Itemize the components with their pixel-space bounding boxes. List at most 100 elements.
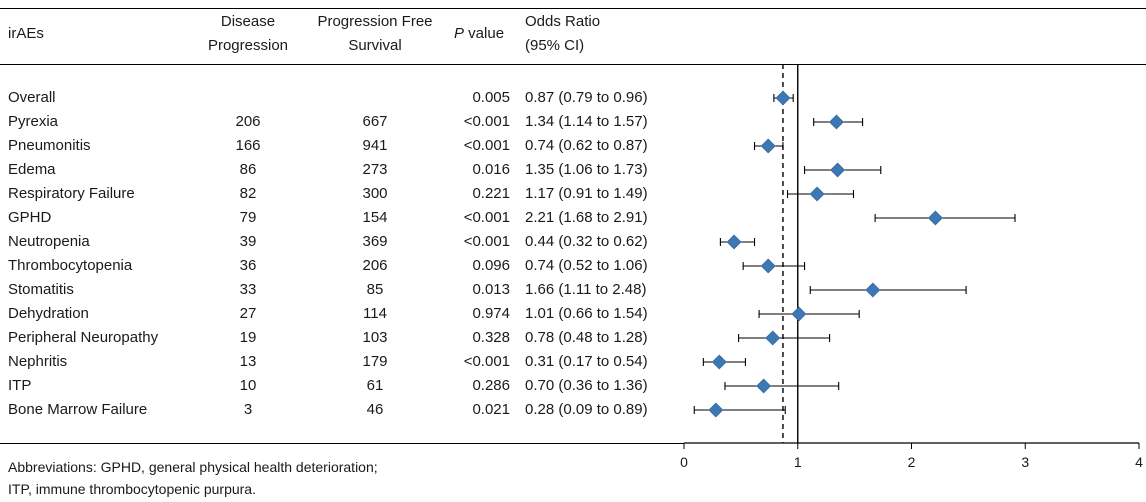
header-rule <box>0 64 1146 65</box>
row-odds-ratio-text: 1.35 (1.06 to 1.73) <box>525 161 648 178</box>
header-p-italic: P <box>454 25 465 42</box>
top-rule <box>0 8 1146 9</box>
row-odds-ratio-text: 1.66 (1.11 to 2.48) <box>525 281 647 298</box>
x-tick-label: 0 <box>680 454 688 470</box>
row-progression-free-survival: 85 <box>366 281 384 298</box>
row-odds-ratio-text: 1.34 (1.14 to 1.57) <box>525 113 648 130</box>
row-label: Neutropenia <box>8 233 90 250</box>
header-pfs: Progression Free Survival <box>300 10 450 58</box>
row-disease-progression: 166 <box>235 137 261 154</box>
header-or-line1: Odds Ratio <box>525 13 601 30</box>
row-progression-free-survival: 46 <box>366 401 384 418</box>
row-progression-free-survival: 206 <box>362 257 388 274</box>
row-disease-progression: 27 <box>239 305 257 322</box>
row-p-value: <0.001 <box>463 353 510 370</box>
row-disease-progression: 39 <box>239 233 257 250</box>
row-p-value: 0.221 <box>472 185 510 202</box>
header-p-rest: value <box>464 25 505 42</box>
header-dp-line1: Disease <box>220 13 276 30</box>
row-disease-progression: 33 <box>239 281 257 298</box>
row-label: Peripheral Neuropathy <box>8 329 159 346</box>
row-p-value: 0.096 <box>472 257 510 274</box>
header-iraes: irAEs <box>8 22 44 46</box>
row-label: Nephritis <box>8 353 68 370</box>
odds-ratio-marker <box>830 162 845 178</box>
row-label: Edema <box>8 161 56 178</box>
odds-ratio-marker <box>809 186 825 202</box>
row-odds-ratio-text: 0.87 (0.79 to 0.96) <box>525 89 648 106</box>
x-tick-label: 2 <box>908 454 916 470</box>
row-progression-free-survival: 667 <box>362 113 388 130</box>
row-p-value: <0.001 <box>463 233 510 250</box>
row-label: ITP <box>8 377 32 394</box>
row-p-value: 0.016 <box>472 161 510 178</box>
row-odds-ratio-text: 0.44 (0.32 to 0.62) <box>525 233 648 250</box>
row-label: Bone Marrow Failure <box>8 401 148 418</box>
header-or-line2: (95% CI) <box>525 37 585 54</box>
row-p-value: <0.001 <box>463 209 510 226</box>
row-progression-free-survival: 154 <box>362 209 388 226</box>
row-odds-ratio-text: 1.17 (0.91 to 1.49) <box>525 185 648 202</box>
row-progression-free-survival: 941 <box>362 137 388 154</box>
x-tick-label: 4 <box>1135 454 1143 470</box>
odds-ratio-marker <box>829 114 844 130</box>
row-disease-progression: 13 <box>239 353 257 370</box>
header-p-value: P value <box>454 22 504 46</box>
bottom-rule <box>0 443 684 444</box>
row-label: Respiratory Failure <box>8 185 135 202</box>
header-pfs-line2: Survival <box>348 37 402 54</box>
odds-ratio-marker <box>791 306 807 322</box>
header-dp-line2: Progression <box>207 37 289 54</box>
row-disease-progression: 79 <box>239 209 257 226</box>
row-progression-free-survival: 300 <box>362 185 388 202</box>
odds-ratio-marker <box>765 330 781 346</box>
row-odds-ratio-text: 0.74 (0.62 to 0.87) <box>525 137 648 154</box>
row-p-value: <0.001 <box>463 113 510 130</box>
row-label: Pyrexia <box>8 113 59 130</box>
footnote-line1: Abbreviations: GPHD, general physical he… <box>8 459 378 475</box>
row-odds-ratio-text: 0.74 (0.52 to 1.06) <box>525 257 648 274</box>
row-odds-ratio-text: 0.70 (0.36 to 1.36) <box>525 377 648 394</box>
footnote: Abbreviations: GPHD, general physical he… <box>8 456 378 500</box>
row-progression-free-survival: 273 <box>362 161 388 178</box>
row-disease-progression: 206 <box>235 113 261 130</box>
row-p-value: <0.001 <box>463 137 510 154</box>
odds-ratio-marker <box>760 258 776 274</box>
row-p-value: 0.013 <box>472 281 510 298</box>
row-progression-free-survival: 369 <box>362 233 388 250</box>
row-progression-free-survival: 103 <box>362 329 388 346</box>
header-disease-progression: Disease Progression <box>192 10 304 58</box>
odds-ratio-marker <box>927 210 943 226</box>
odds-ratio-marker <box>865 282 881 298</box>
row-odds-ratio-text: 2.21 (1.68 to 2.91) <box>525 209 648 226</box>
row-progression-free-survival: 61 <box>366 377 384 394</box>
row-p-value: 0.021 <box>472 401 510 418</box>
header-pfs-line1: Progression Free <box>317 13 433 30</box>
row-disease-progression: 10 <box>239 377 257 394</box>
odds-ratio-marker <box>708 402 724 418</box>
row-odds-ratio-text: 0.28 (0.09 to 0.89) <box>525 401 648 418</box>
row-disease-progression: 19 <box>239 329 257 346</box>
x-tick-label: 3 <box>1021 454 1029 470</box>
x-tick-label: 1 <box>794 454 802 470</box>
row-p-value: 0.974 <box>472 305 510 322</box>
odds-ratio-marker <box>711 354 727 370</box>
row-label: Thrombocytopenia <box>8 257 133 274</box>
row-progression-free-survival: 179 <box>362 353 388 370</box>
header-odds-ratio: Odds Ratio (95% CI) <box>525 10 600 58</box>
row-disease-progression: 3 <box>243 401 253 418</box>
row-label: Dehydration <box>8 305 89 322</box>
row-label: Stomatitis <box>8 281 74 298</box>
odds-ratio-marker <box>760 138 776 154</box>
row-disease-progression: 86 <box>239 161 257 178</box>
row-odds-ratio-text: 0.31 (0.17 to 0.54) <box>525 353 648 370</box>
row-odds-ratio-text: 1.01 (0.66 to 1.54) <box>525 305 648 322</box>
row-p-value: 0.286 <box>472 377 510 394</box>
row-p-value: 0.328 <box>472 329 510 346</box>
row-odds-ratio-text: 0.78 (0.48 to 1.28) <box>525 329 648 346</box>
odds-ratio-marker <box>775 90 791 106</box>
row-disease-progression: 82 <box>239 185 257 202</box>
row-progression-free-survival: 114 <box>363 305 387 322</box>
row-label: Pneumonitis <box>8 137 91 154</box>
odds-ratio-marker <box>726 234 742 250</box>
